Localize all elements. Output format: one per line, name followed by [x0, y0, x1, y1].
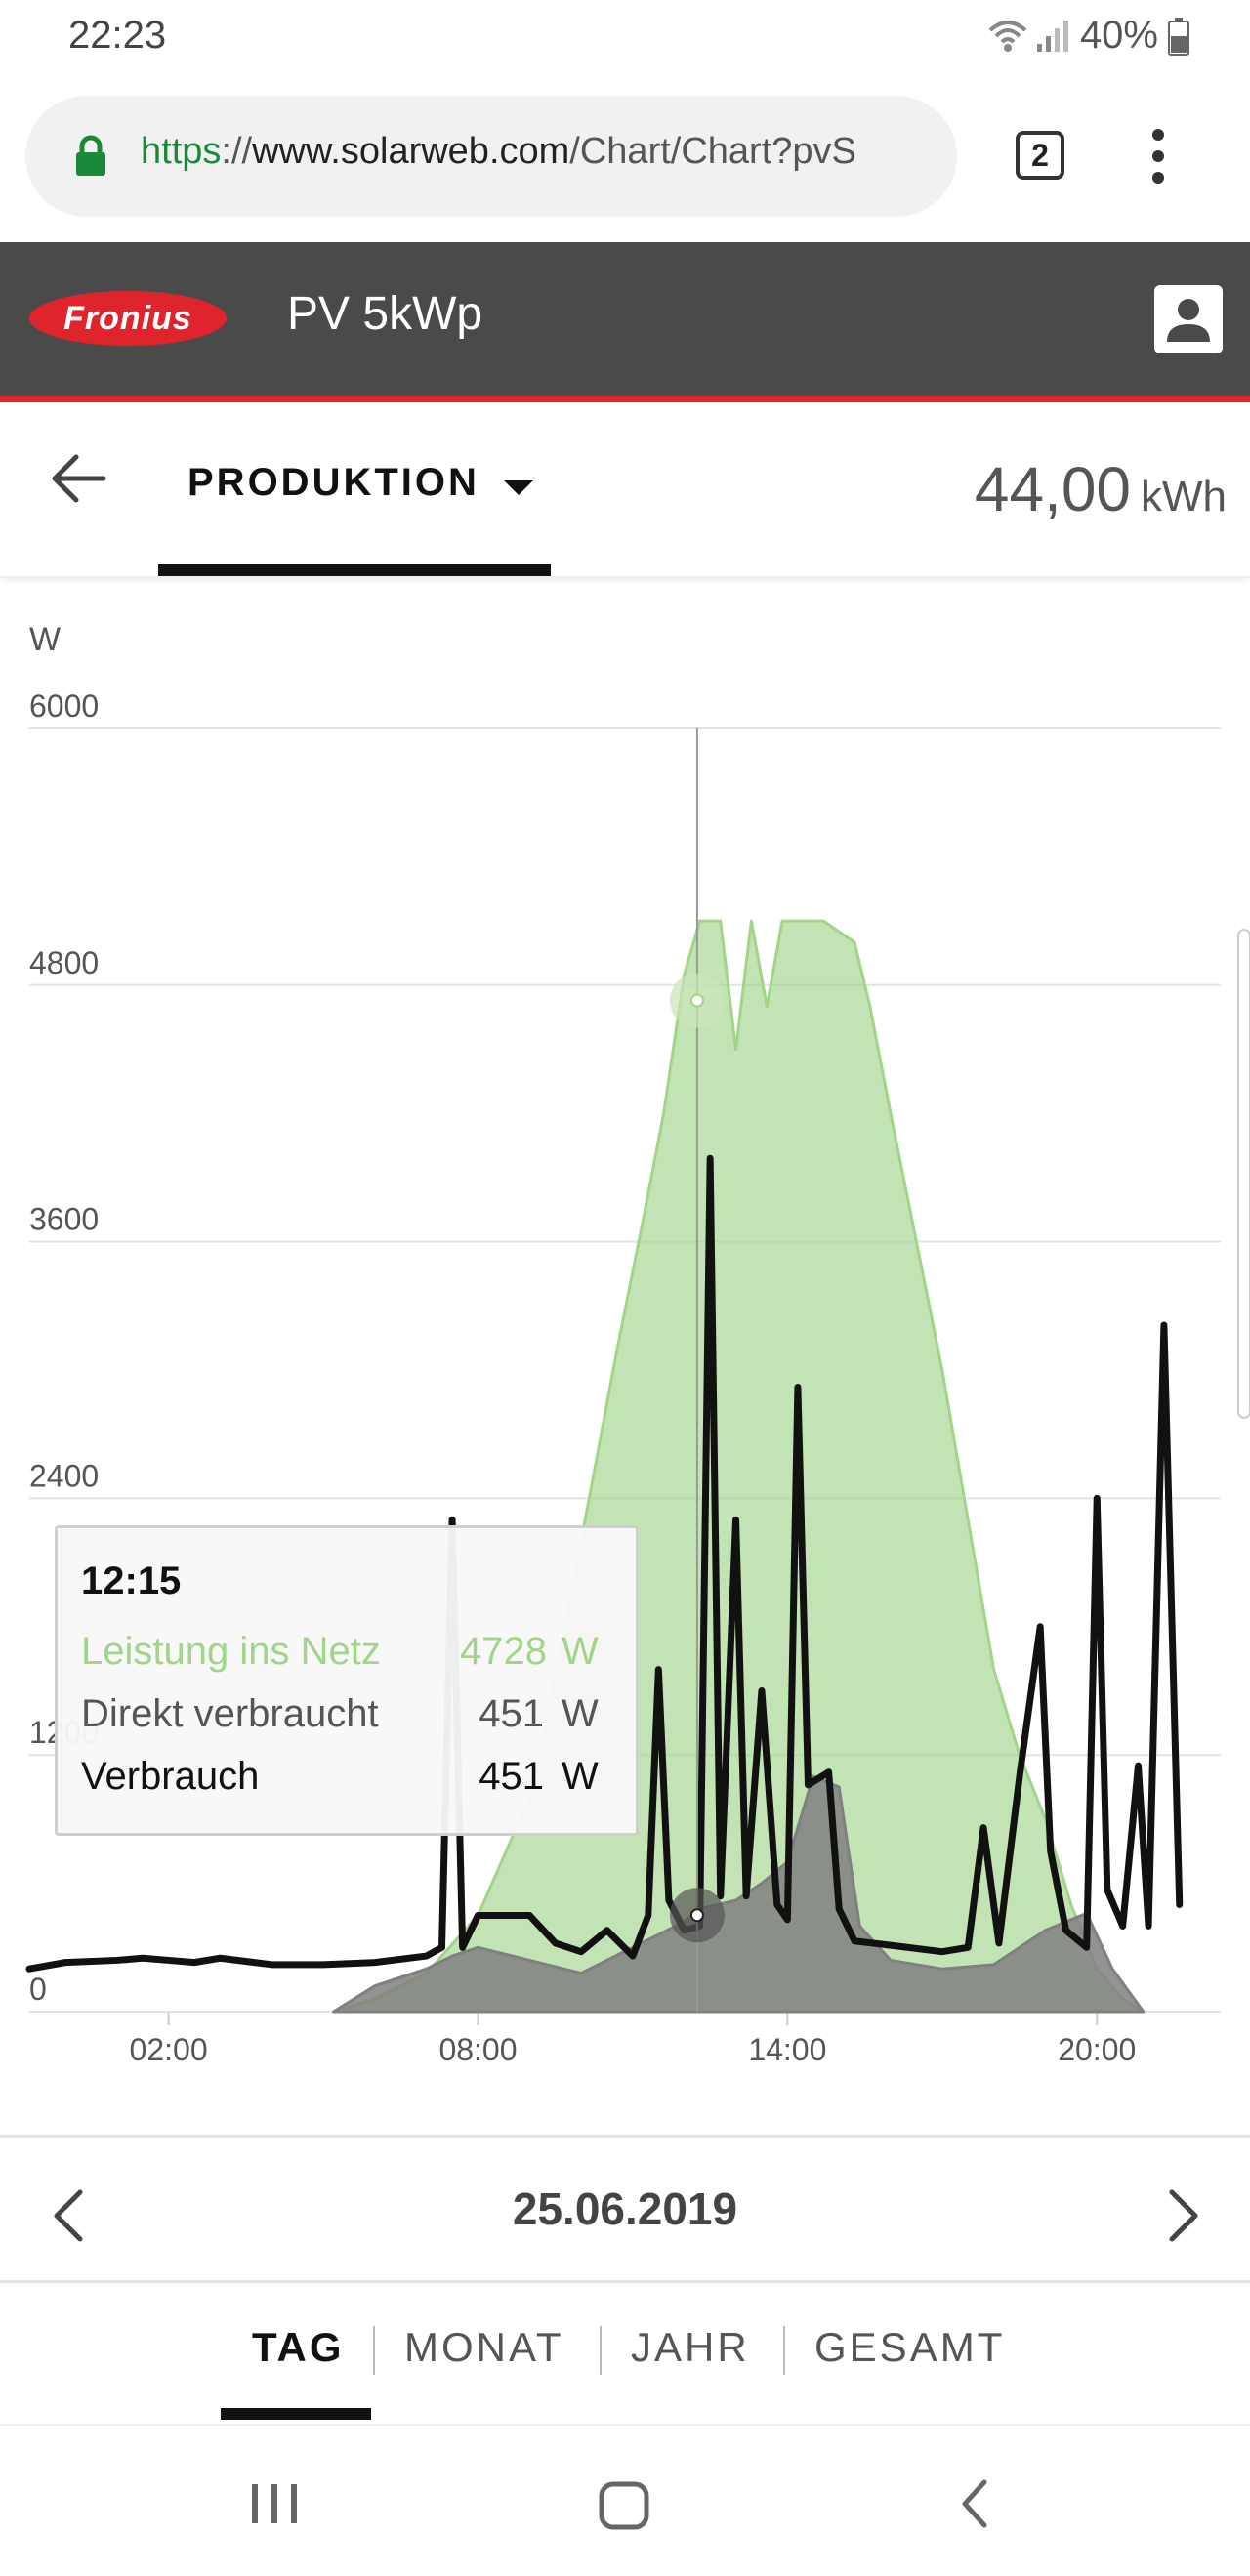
y-tick-labels: 012002400360048006000 [29, 688, 99, 2007]
system-navigation-bar [0, 2424, 1250, 2571]
tab-total[interactable]: GESAMT [814, 2324, 1006, 2370]
url-protocol: https [141, 131, 222, 172]
production-dropdown[interactable]: PRODUKTION [158, 402, 551, 576]
tooltip-value: 451 [479, 1755, 544, 1798]
production-label: PRODUKTION [188, 461, 479, 504]
current-date[interactable]: 25.06.2019 [512, 2183, 738, 2234]
tooltip-label: Direkt verbraucht [81, 1692, 379, 1735]
power-chart[interactable]: W 012002400360048006000 02:0008:0014:002… [0, 586, 1250, 2109]
hover-point-consumption [689, 1908, 704, 1923]
chevron-left-icon [54, 2189, 83, 2242]
next-day-button[interactable] [1164, 2186, 1203, 2245]
series-2-line [25, 1154, 1184, 1973]
y-tick-label: 6000 [29, 688, 99, 724]
tooltip-unit: W [562, 1755, 599, 1798]
wifi-icon [988, 20, 1027, 52]
address-bar[interactable]: https://www.solarweb.com/Chart/Chart?pvS [25, 96, 957, 217]
tab-day[interactable]: TAG [252, 2324, 345, 2370]
series-layer [25, 919, 1184, 2014]
tab-separator [783, 2326, 785, 2375]
tab-month[interactable]: MONAT [404, 2324, 564, 2370]
back-nav-icon[interactable] [962, 2479, 987, 2528]
home-icon[interactable] [599, 2481, 649, 2530]
brand-logo: Fronius [29, 291, 227, 346]
url-separator: :// [221, 131, 253, 172]
period-tabs: TAG MONAT JAHR GESAMT [0, 2281, 1250, 2424]
tab-year[interactable]: JAHR [631, 2324, 750, 2370]
battery-percent: 40% [1079, 14, 1158, 57]
app-header: Fronius PV 5kWp [0, 242, 1250, 402]
status-time: 22:23 [68, 14, 167, 57]
overflow-menu-icon[interactable] [1150, 129, 1166, 187]
y-tick-label: 3600 [29, 1202, 99, 1237]
series-0-area [332, 919, 1146, 2014]
status-right: 40% [986, 14, 1189, 58]
y-tick-label: 2400 [29, 1458, 99, 1493]
x-tick-label: 20:00 [1058, 2032, 1136, 2067]
tooltip-time: 12:15 [81, 1559, 182, 1602]
total-energy-unit: kWh [1141, 473, 1227, 520]
view-toolbar: PRODUKTION 44,00 kWh [0, 402, 1250, 576]
profile-button[interactable] [1154, 285, 1223, 353]
previous-day-button[interactable] [49, 2186, 88, 2245]
signal-icon [1036, 20, 1068, 52]
tooltip-unit: W [562, 1630, 599, 1673]
person-icon [1167, 299, 1210, 342]
tooltip-label: Leistung ins Netz [81, 1630, 381, 1673]
x-tick-labels: 02:00 08:00 14:00 20:00 [130, 2032, 1137, 2067]
y-tick-label: 0 [29, 1972, 47, 2007]
total-energy-value: 44,00 [974, 454, 1131, 524]
chevron-right-icon [1169, 2189, 1198, 2242]
tab-separator [600, 2326, 602, 2375]
lock-icon [76, 135, 105, 176]
status-bar: 22:23 40% [0, 0, 1250, 78]
caret-down-icon [504, 480, 533, 495]
url-text[interactable]: https://www.solarweb.com/Chart/Chart?pvS [141, 131, 941, 173]
battery-icon [1168, 17, 1189, 56]
y-axis-label: W [29, 621, 61, 658]
status-icons [986, 19, 1070, 54]
tooltip-unit: W [562, 1692, 599, 1735]
hover-point-feed-in [689, 993, 704, 1008]
tab-switcher-button[interactable]: 2 [1016, 131, 1064, 180]
url-host: www.solarweb.com [252, 131, 570, 172]
scroll-handle[interactable] [1237, 929, 1250, 1419]
site-title: PV 5kWp [287, 288, 483, 340]
recent-apps-icon[interactable] [252, 2484, 297, 2523]
tooltip-label: Verbrauch [81, 1755, 260, 1798]
back-button[interactable] [47, 449, 113, 508]
tooltip-value: 451 [479, 1692, 544, 1735]
chart-tooltip: 12:15 Leistung ins Netz 4728 W Direkt ve… [55, 1525, 639, 1836]
tab-separator [373, 2326, 375, 2375]
url-path: /Chart/Chart?pvS [569, 131, 856, 172]
tooltip-value: 4728 [460, 1630, 547, 1673]
crosshair-layer [669, 728, 725, 2012]
y-tick-label: 4800 [29, 945, 99, 980]
date-navigation: 25.06.2019 [0, 2135, 1250, 2283]
x-tick-label: 08:00 [438, 2032, 517, 2067]
arrow-left-icon [52, 454, 106, 503]
x-tick-label: 02:00 [130, 2032, 208, 2067]
total-energy: 44,00 kWh [975, 453, 1227, 525]
x-tick-label: 14:00 [748, 2032, 826, 2067]
active-tab-indicator [221, 2408, 371, 2420]
